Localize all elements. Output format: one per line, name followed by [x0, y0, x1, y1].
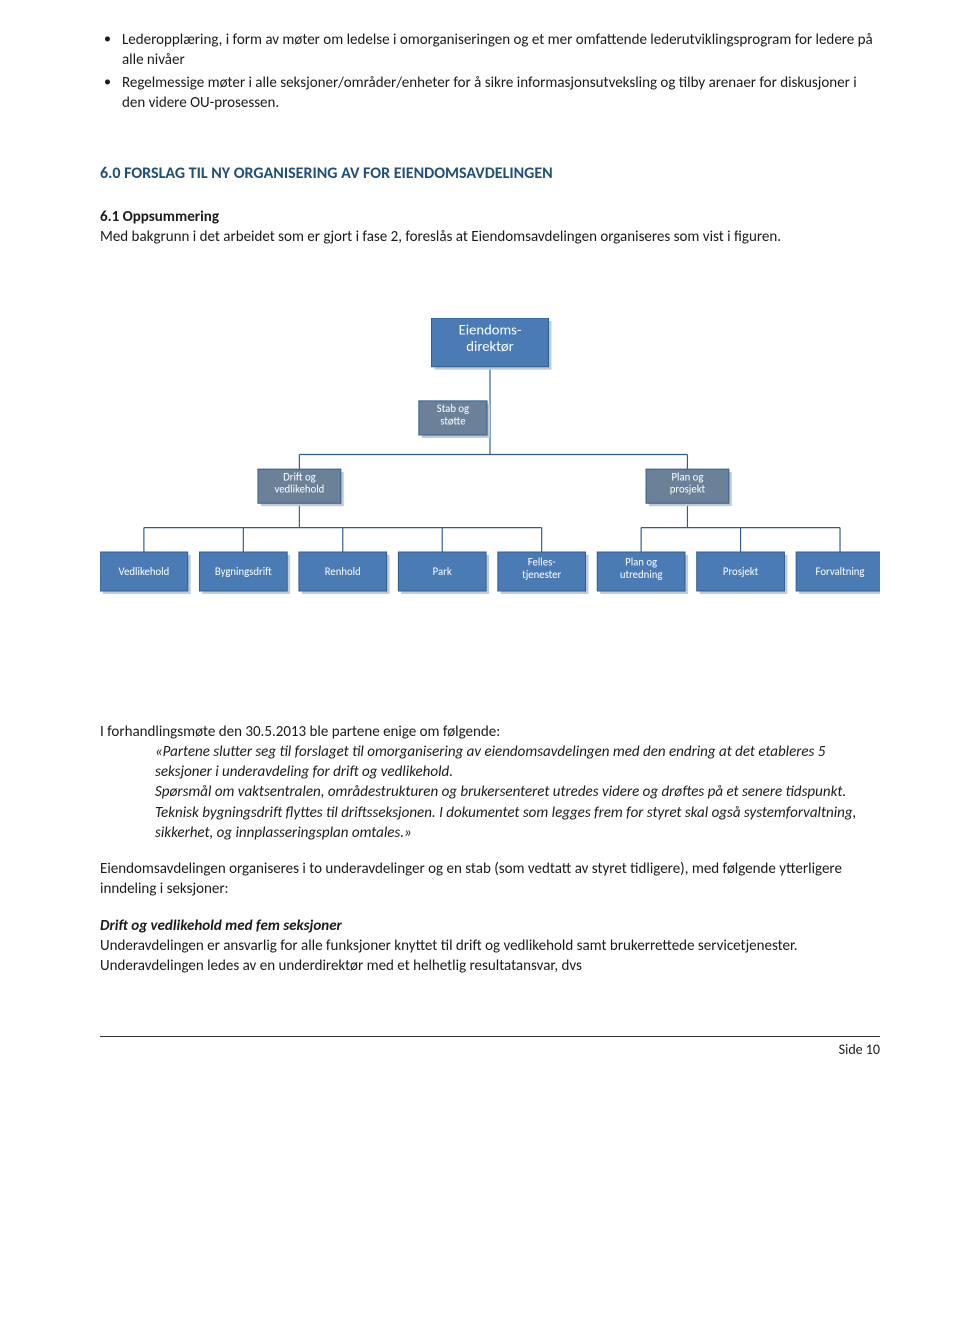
para-structure: Eiendomsavdelingen organiseres i to unde…	[100, 859, 880, 900]
svg-text:Renhold: Renhold	[325, 565, 361, 578]
svg-text:Forvaltning: Forvaltning	[816, 565, 865, 578]
page-number: Side 10	[100, 1037, 880, 1060]
svg-text:vedlikehold: vedlikehold	[274, 483, 324, 496]
meeting-block: I forhandlingsmøte den 30.5.2013 ble par…	[100, 722, 880, 844]
svg-text:Plan og: Plan og	[625, 556, 657, 569]
svg-text:Park: Park	[433, 565, 452, 578]
svg-text:Eiendoms-: Eiendoms-	[459, 320, 522, 338]
bullet-text: Regelmessige møter i alle seksjoner/områ…	[122, 74, 857, 112]
org-chart: Eiendoms-direktør Stab ogstøtte Drift ogve…	[100, 318, 880, 620]
svg-text:Felles-: Felles-	[528, 556, 556, 569]
svg-text:prosjekt: prosjekt	[670, 483, 706, 496]
meeting-quote: «Partene slutter seg til forslaget til o…	[100, 742, 880, 843]
svg-text:utredning: utredning	[620, 568, 663, 581]
section-6-1: 6.1 Oppsummering Med bakgrunn i det arbe…	[100, 207, 880, 248]
meeting-intro: I forhandlingsmøte den 30.5.2013 ble par…	[100, 723, 500, 741]
svg-text:Bygningsdrift: Bygningsdrift	[215, 565, 272, 578]
svg-text:Drift og: Drift og	[283, 470, 316, 483]
bullet-item: Lederopplæring, i form av møter om ledel…	[100, 30, 880, 71]
bullet-text: Lederopplæring, i form av møter om ledel…	[122, 31, 873, 69]
heading-6-1: 6.1 Oppsummering	[100, 207, 880, 227]
drift-para: Underavdelingen er ansvarlig for alle fu…	[100, 937, 798, 975]
svg-text:direktør: direktør	[466, 337, 513, 355]
svg-text:Plan og: Plan og	[671, 470, 703, 483]
svg-text:støtte: støtte	[440, 414, 465, 427]
svg-text:Prosjekt: Prosjekt	[723, 565, 759, 578]
drift-heading: Drift og vedlikehold med fem seksjoner	[100, 916, 880, 936]
bullet-item: Regelmessige møter i alle seksjoner/områ…	[100, 73, 880, 114]
para-6-1: Med bakgrunn i det arbeidet som er gjort…	[100, 227, 880, 247]
svg-text:tjenester: tjenester	[522, 568, 561, 581]
heading-6-0: 6.0 FORSLAG TIL NY ORGANISERING AV FOR E…	[100, 163, 880, 185]
drift-section: Drift og vedlikehold med fem seksjoner U…	[100, 916, 880, 977]
svg-text:Stab og: Stab og	[437, 402, 469, 415]
intro-bullet-list: Lederopplæring, i form av møter om ledel…	[100, 30, 880, 113]
svg-text:Vedlikehold: Vedlikehold	[119, 565, 170, 578]
